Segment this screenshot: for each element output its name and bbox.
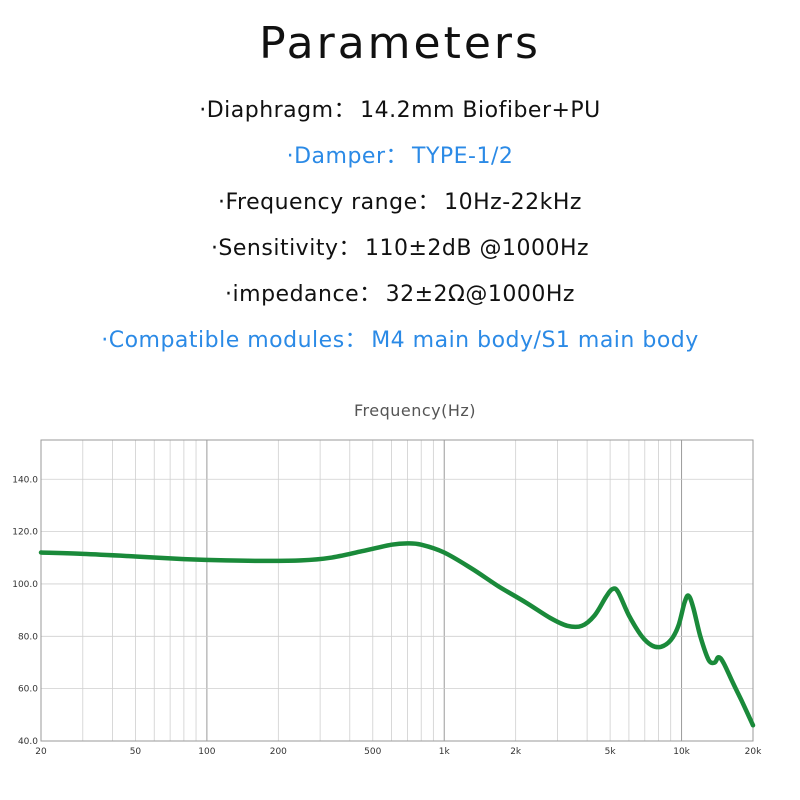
spec-separator: ： — [359, 282, 382, 307]
x-tick-label: 20k — [745, 747, 762, 757]
spec-separator: ： — [385, 144, 408, 169]
frequency-response-chart: 40.0 60.0 80.0 100.0 120.0 140.0 20 50 100 200 500… — [12, 439, 762, 757]
x-tick-label: 200 — [270, 747, 287, 757]
x-tick-label: 2k — [510, 747, 522, 757]
page-title: Parameters — [259, 18, 541, 69]
spec-row: ·impedance： 32±2Ω@1000Hz — [0, 272, 800, 318]
spec-value: 32±2Ω@1000Hz — [385, 282, 575, 307]
spec-row: ·Diaphragm： 14.2mm Biofiber+PU — [0, 88, 800, 134]
spec-separator: ： — [333, 98, 357, 123]
spec-value: 110±2dB @1000Hz — [364, 236, 590, 261]
spec-label: ·Diaphragm — [199, 98, 334, 123]
y-tick-label: 140.0 — [12, 475, 38, 485]
spec-value: 14.2mm Biofiber+PU — [360, 98, 601, 123]
x-tick-label: 100 — [198, 747, 215, 757]
y-tick-label: 80.0 — [18, 632, 38, 642]
spec-label: ·Compatible modules — [101, 328, 345, 353]
x-tick-label: 1k — [439, 747, 451, 757]
spec-separator: ： — [338, 236, 361, 261]
x-tick-label: 20 — [35, 747, 47, 757]
spec-row: ·Compatible modules： M4 main body/S1 main… — [0, 318, 800, 364]
x-tick-label: 10k — [673, 747, 690, 757]
spec-value: M4 main body/S1 main body — [371, 328, 699, 353]
spec-label: ·Frequency range — [218, 190, 418, 215]
spec-row: ·Sensitivity： 110±2dB @1000Hz — [0, 226, 800, 272]
y-tick-label: 100.0 — [12, 580, 38, 590]
x-tick-label: 50 — [130, 747, 142, 757]
spec-label: ·Damper — [286, 144, 386, 169]
y-tick-label: 40.0 — [18, 737, 38, 747]
x-tick-label: 5k — [605, 747, 617, 757]
x-tick-label: 500 — [364, 747, 381, 757]
spec-separator: ： — [417, 190, 441, 215]
spec-label: ·impedance — [225, 282, 360, 307]
spec-list: ·Diaphragm： 14.2mm Biofiber+PU ·Damper： TYP… — [0, 88, 800, 364]
y-tick-label: 120.0 — [12, 528, 38, 538]
spec-row: ·Frequency range： 10Hz-22kHz — [0, 180, 800, 226]
spec-value: 10Hz-22kHz — [444, 190, 582, 215]
spec-value: TYPE-1/2 — [412, 144, 514, 169]
spec-separator: ： — [344, 328, 368, 353]
plot-frame — [40, 439, 754, 742]
spec-label: ·Sensitivity — [210, 236, 339, 261]
spec-row: ·Damper： TYPE-1/2 — [0, 134, 800, 180]
frequency-response-line — [38, 541, 756, 728]
chart-title: Frequency(Hz) — [353, 401, 477, 420]
y-tick-label: 60.0 — [18, 685, 38, 695]
